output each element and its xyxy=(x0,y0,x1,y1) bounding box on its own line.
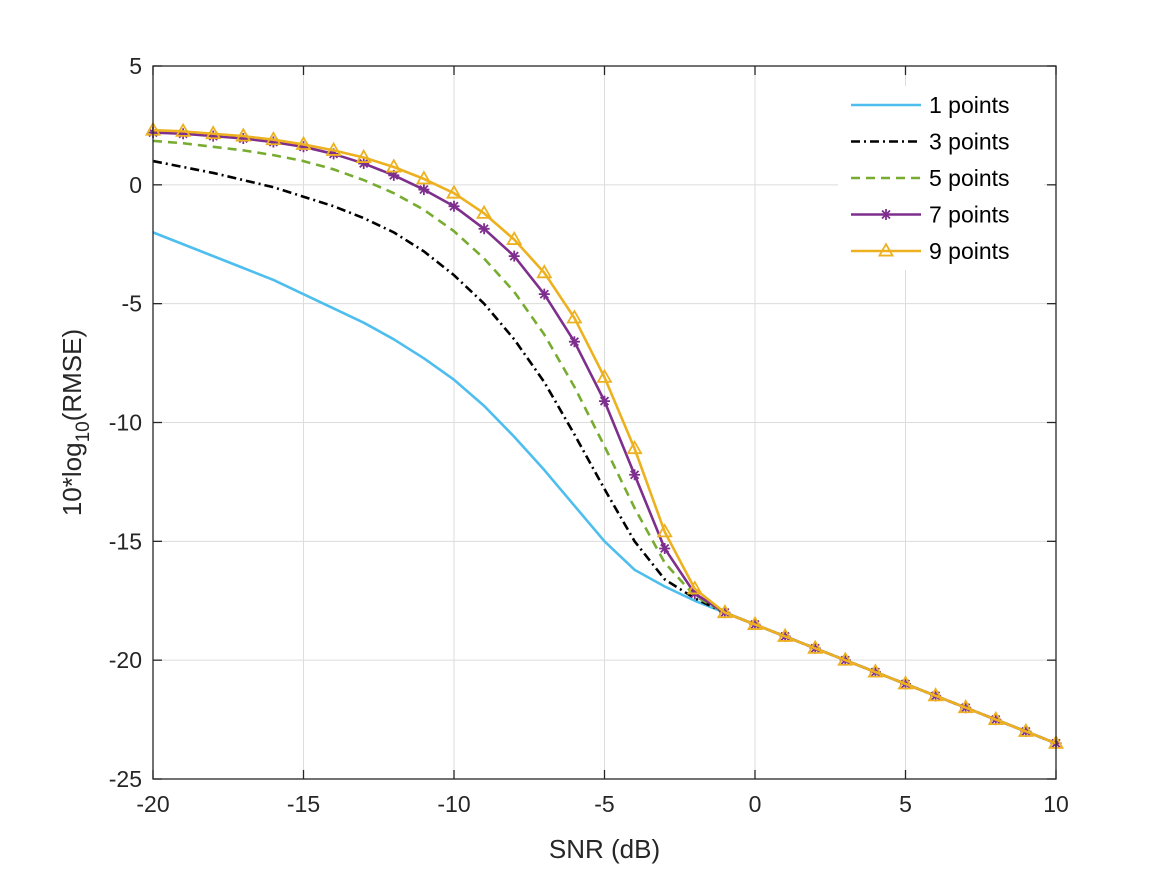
series-4-marker xyxy=(538,288,550,300)
series-5-marker xyxy=(506,230,523,245)
x-tick-label: 0 xyxy=(749,791,762,817)
series-5-marker xyxy=(777,627,794,642)
y-axis-label-subscript: 10 xyxy=(73,421,94,442)
axis-ticks: -20 -15 -10 -5 0 5 10-25-20-15-10-505 xyxy=(109,53,1069,817)
series-5-marker xyxy=(927,687,944,702)
series-5-marker xyxy=(716,603,733,619)
series-4-marker xyxy=(448,200,460,212)
series-5-marker xyxy=(445,184,463,199)
legend-label-5: 9 points xyxy=(929,238,1010,264)
y-tick-label: -25 xyxy=(109,766,142,792)
series-5-marker xyxy=(265,131,282,146)
series-5-marker xyxy=(536,264,553,279)
x-tick-label: -20 xyxy=(136,791,169,817)
x-tick-label: -5 xyxy=(594,791,614,817)
series-4-marker xyxy=(267,136,279,148)
series-5-marker xyxy=(596,368,613,383)
y-tick-label: -10 xyxy=(109,410,142,436)
y-tick-label: 0 xyxy=(129,172,142,198)
legend-label-3: 5 points xyxy=(929,165,1010,191)
x-axis-label: SNR (dB) xyxy=(549,834,660,864)
series-lines xyxy=(144,121,1065,749)
series-line-2 xyxy=(152,159,1057,745)
series-5-marker xyxy=(987,710,1004,726)
series-5-marker xyxy=(205,125,222,140)
x-tick-label: -10 xyxy=(437,791,470,817)
legend-marker-4 xyxy=(880,209,892,220)
y-tick-label: 5 xyxy=(129,53,142,79)
series-5-marker xyxy=(837,651,854,666)
series-5-marker xyxy=(746,615,764,630)
series-4-marker xyxy=(568,336,580,348)
series-line-3 xyxy=(152,139,1057,745)
series-5-marker xyxy=(385,158,402,173)
series-4-marker xyxy=(177,128,189,140)
series-5-marker xyxy=(415,170,432,185)
series-5-marker xyxy=(656,523,673,538)
series-5-marker xyxy=(1017,722,1034,737)
y-tick-label: -20 xyxy=(109,647,142,673)
y-tick-label: -5 xyxy=(122,291,142,317)
series-5-marker xyxy=(867,663,884,678)
series-4-marker xyxy=(478,223,490,235)
legend-label-4: 7 points xyxy=(929,202,1010,228)
legend-label-1: 1 points xyxy=(929,92,1010,118)
legend-marker-5 xyxy=(877,242,895,257)
x-tick-label: -15 xyxy=(287,791,320,817)
series-4-marker xyxy=(629,469,641,481)
series-5-marker xyxy=(476,204,493,219)
series-5-marker xyxy=(355,148,372,163)
series-5-marker xyxy=(566,309,583,324)
series-4-marker xyxy=(659,542,671,554)
legend: 1 points 3 points 5 points 7 points 9 points xyxy=(838,86,1044,270)
series-line-5 xyxy=(152,128,1057,745)
series-5-marker xyxy=(235,127,252,142)
series-5-marker xyxy=(807,639,824,654)
x-tick-label: 10 xyxy=(1043,791,1069,817)
series-4-marker xyxy=(388,169,400,181)
legend-label-2: 3 points xyxy=(929,129,1010,155)
series-5-marker xyxy=(175,122,192,137)
series-4-marker xyxy=(298,141,309,153)
series-5-marker xyxy=(957,699,974,714)
series-4-marker xyxy=(328,148,340,160)
series-4-marker xyxy=(358,157,370,169)
x-tick-label: 5 xyxy=(899,791,912,817)
y-tick-label: -15 xyxy=(109,528,142,554)
y-axis-label: 10*log10(RMSE) xyxy=(57,329,94,516)
series-4-marker xyxy=(237,132,249,144)
series-5-marker xyxy=(897,675,914,690)
series-5-marker xyxy=(295,135,312,150)
series-4-marker xyxy=(418,184,430,196)
series-4-marker xyxy=(508,250,520,262)
series-5-marker xyxy=(626,440,643,455)
y-axis-label-suffix: (RMSE) xyxy=(57,329,87,421)
series-4-marker xyxy=(207,130,219,142)
series-5-marker xyxy=(325,141,342,156)
series-5-marker xyxy=(686,580,703,595)
series-4-marker xyxy=(599,395,610,407)
y-axis-label-prefix: 10*log xyxy=(57,442,87,516)
